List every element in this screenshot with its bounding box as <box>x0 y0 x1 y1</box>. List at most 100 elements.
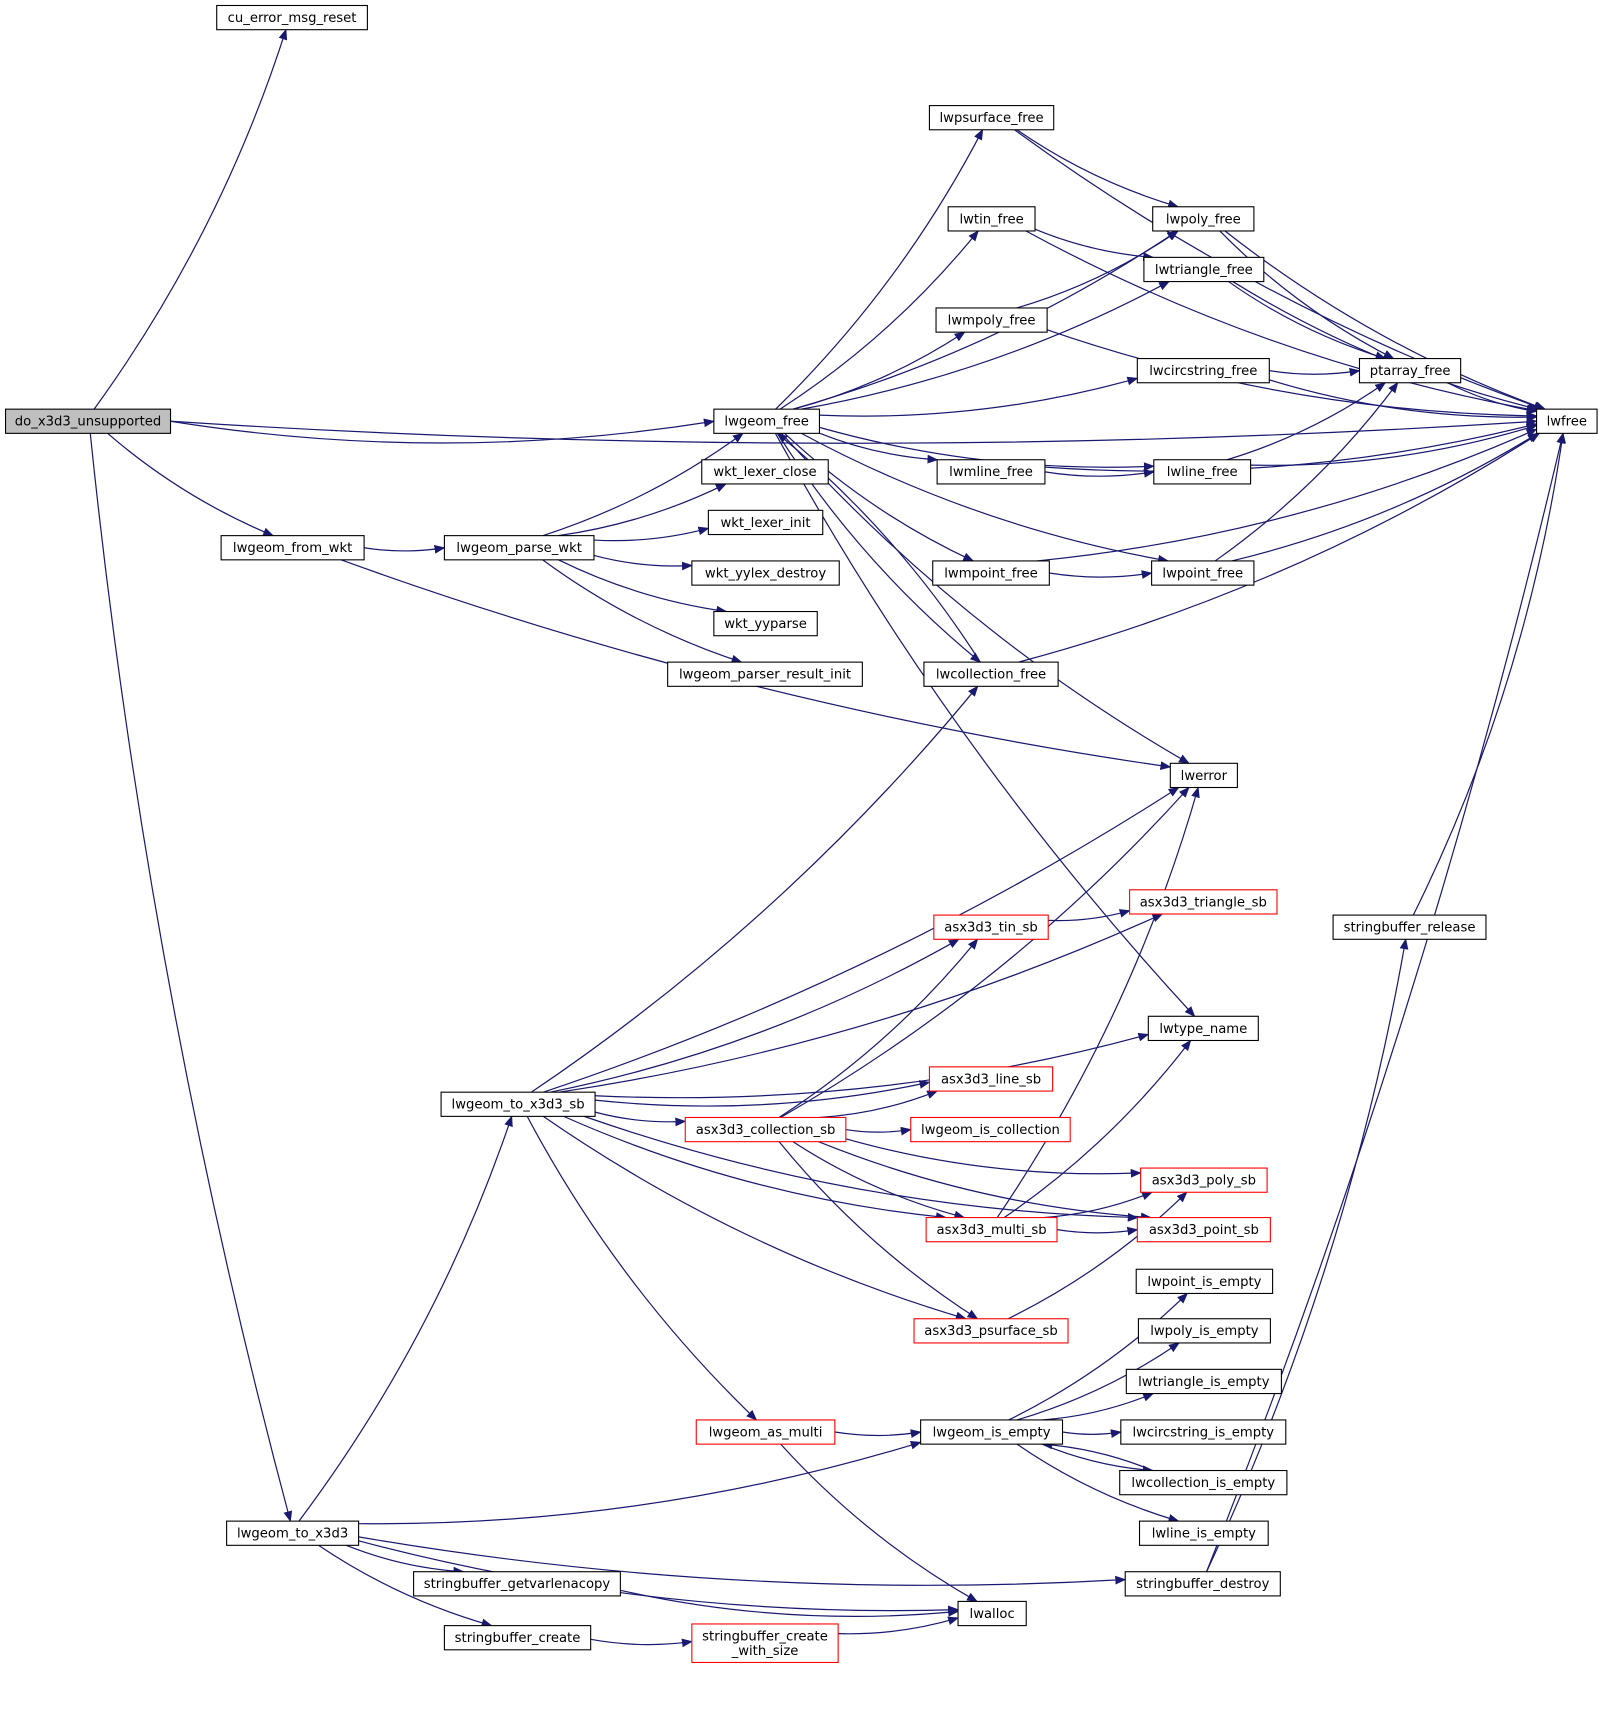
node-box <box>667 661 863 687</box>
node-lwpoint-free[interactable]: lwpoint_free <box>1151 560 1255 586</box>
node-lwcollection-is-empty[interactable]: lwcollection_is_empty <box>1119 1469 1288 1496</box>
node-lwline-free[interactable]: lwline_free <box>1153 459 1252 485</box>
node-box <box>928 105 1055 131</box>
node-stringbuffer-release[interactable]: stringbuffer_release <box>1332 914 1487 940</box>
node-label: lwgeom_to_x3d3_sb <box>452 1098 585 1113</box>
node-label: lwmpoly_free <box>948 313 1036 328</box>
node-lwcollection-free[interactable]: lwcollection_free <box>923 661 1059 687</box>
node-asx3d3-point-sb[interactable]: asx3d3_point_sb <box>1136 1217 1271 1243</box>
node-asx3d3-tin-sb[interactable]: asx3d3_tin_sb <box>933 914 1049 940</box>
edge-lwgeom-to-x3d3-to-stringbuffer-destroy <box>358 1536 1127 1586</box>
node-asx3d3-multi-sb[interactable]: asx3d3_multi_sb <box>925 1217 1058 1243</box>
node-lwfree[interactable]: lwfree <box>1536 408 1598 434</box>
edge-lwgeom-parse-wkt-to-wkt-lexer-init <box>593 526 710 542</box>
node-stringbuffer-destroy[interactable]: stringbuffer_destroy <box>1124 1571 1281 1597</box>
node-label: wkt_lexer_init <box>720 516 810 531</box>
node-box <box>691 1623 839 1664</box>
node-lwgeom-to-x3d3[interactable]: lwgeom_to_x3d3 <box>226 1520 360 1546</box>
node-label: stringbuffer_create <box>455 1631 581 1646</box>
node-stringbuffer-create-with-size[interactable]: stringbuffer_create_with_size <box>691 1623 839 1664</box>
edge-lwgeom-as-multi-to-lwalloc <box>780 1443 978 1602</box>
node-stringbuffer-getvarlenacopy[interactable]: stringbuffer_getvarlenacopy <box>413 1571 621 1597</box>
node-lwpsurface-free[interactable]: lwpsurface_free <box>928 105 1055 131</box>
node-lwmpoint-free[interactable]: lwmpoint_free <box>932 560 1050 586</box>
edge-lwgeom-as-multi-to-lwgeom-is-empty <box>834 1429 922 1438</box>
node-lwgeom-is-empty[interactable]: lwgeom_is_empty <box>920 1419 1064 1445</box>
node-lwtype-name[interactable]: lwtype_name <box>1147 1015 1259 1042</box>
edge-lwgeom-free-to-lwpsurface-free <box>775 128 984 410</box>
edge-lwpoly-free-to-ptarray-free <box>1219 230 1395 360</box>
edge-lwgeom-parse-wkt-to-wkt-yyparse <box>558 559 728 615</box>
edge-stringbuffer-release-to-lwfree <box>1412 432 1566 916</box>
node-label: wkt_yyparse <box>724 617 807 632</box>
node-box <box>1120 1419 1287 1445</box>
node-asx3d3-triangle-sb[interactable]: asx3d3_triangle_sb <box>1129 889 1278 915</box>
edge-asx3d3-collection-sb-to-asx3d3-point-sb <box>818 1141 1152 1222</box>
node-lwgeom-parser-result-init[interactable]: lwgeom_parser_result_init <box>667 661 863 687</box>
node-lwpoly-is-empty[interactable]: lwpoly_is_empty <box>1137 1318 1271 1344</box>
edge-do-x3d3-unsupported-to-lwfree <box>170 417 1538 444</box>
node-lwgeom-free[interactable]: lwgeom_free <box>713 408 820 434</box>
node-lwgeom-is-collection[interactable]: lwgeom_is_collection <box>910 1116 1071 1143</box>
node-ptarray-free[interactable]: ptarray_free <box>1358 358 1462 384</box>
node-label: lwpsurface_free <box>940 111 1044 126</box>
node-lwgeom-parse-wkt[interactable]: lwgeom_parse_wkt <box>443 535 595 561</box>
node-label: lwcollection_is_empty <box>1131 1476 1275 1491</box>
node-box <box>226 1520 360 1546</box>
node-lwtriangle-is-empty[interactable]: lwtriangle_is_empty <box>1125 1368 1282 1395</box>
edge-lwgeom-to-x3d3-to-lwgeom-is-empty <box>358 1441 922 1525</box>
node-box <box>1140 1167 1268 1193</box>
node-asx3d3-line-sb[interactable]: asx3d3_line_sb <box>928 1066 1054 1092</box>
node-label: lwcircstring_is_empty <box>1132 1425 1274 1440</box>
edge-lwgeom-from-wkt-to-lwgeom-parse-wkt <box>364 544 446 554</box>
node-lwtriangle-free[interactable]: lwtriangle_free <box>1143 256 1265 283</box>
edge-asx3d3-psurface-sb-to-asx3d3-poly-sb <box>1007 1191 1188 1320</box>
node-stringbuffer-create[interactable]: stringbuffer_create <box>443 1625 592 1651</box>
node-lwline-is-empty[interactable]: lwline_is_empty <box>1138 1520 1269 1546</box>
node-label: wkt_lexer_close <box>713 465 816 480</box>
edge-lwgeom-to-x3d3-sb-to-asx3d3-tin-sb <box>550 938 960 1093</box>
node-box <box>947 206 1036 232</box>
node-box <box>701 459 829 485</box>
edge-stringbuffer-create-with-size-to-lwalloc <box>838 1616 960 1635</box>
edge-lwtriangle-free-to-lwfree <box>1232 281 1539 412</box>
node-asx3d3-psurface-sb[interactable]: asx3d3_psurface_sb <box>913 1318 1069 1344</box>
node-do-x3d3-unsupported[interactable]: do_x3d3_unsupported <box>4 408 172 434</box>
node-asx3d3-poly-sb[interactable]: asx3d3_poly_sb <box>1140 1167 1268 1193</box>
node-wkt-yyparse[interactable]: wkt_yyparse <box>713 610 818 637</box>
edge-lwmline-free-to-lwfree <box>1044 422 1538 472</box>
edge-lwcollection-free-to-lwfree <box>1018 432 1541 663</box>
edge-lwgeom-free-to-lwmpoly-free <box>793 331 966 410</box>
node-lwerror[interactable]: lwerror <box>1169 762 1238 789</box>
edge-lwtin-free-to-lwtriangle-free <box>1034 228 1155 262</box>
node-label: lwline_free <box>1167 465 1238 480</box>
node-wkt-lexer-init[interactable]: wkt_lexer_init <box>707 509 824 536</box>
node-lwgeom-as-multi[interactable]: lwgeom_as_multi <box>695 1419 836 1445</box>
node-asx3d3-collection-sb[interactable]: asx3d3_collection_sb <box>684 1116 847 1143</box>
node-label: lwtype_name <box>1159 1022 1247 1037</box>
edge-lwgeom-free-to-lwtype-name <box>774 433 1196 1018</box>
node-lwmline-free[interactable]: lwmline_free <box>936 459 1046 485</box>
node-lwpoly-free[interactable]: lwpoly_free <box>1152 206 1255 232</box>
edge-lwgeom-parse-wkt-to-wkt-yylex-destroy <box>593 554 693 571</box>
node-box <box>691 560 840 586</box>
node-lwcircstring-free[interactable]: lwcircstring_free <box>1136 358 1270 384</box>
node-lwcircstring-is-empty[interactable]: lwcircstring_is_empty <box>1120 1419 1287 1445</box>
node-label: asx3d3_line_sb <box>941 1072 1041 1087</box>
node-wkt-yylex-destroy[interactable]: wkt_yylex_destroy <box>691 560 840 586</box>
node-cu-error-msg-reset[interactable]: cu_error_msg_reset <box>216 4 368 31</box>
node-wkt-lexer-close[interactable]: wkt_lexer_close <box>701 459 829 485</box>
node-box <box>440 1091 596 1117</box>
node-lwmpoly-free[interactable]: lwmpoly_free <box>935 307 1048 333</box>
edge-lwpsurface-free-to-lwpoly-free <box>1016 129 1180 209</box>
node-box <box>413 1571 621 1597</box>
edge-lwpoint-free-to-lwfree <box>1231 432 1539 562</box>
node-lwalloc[interactable]: lwalloc <box>957 1600 1027 1627</box>
node-lwtin-free[interactable]: lwtin_free <box>947 206 1036 232</box>
edge-lwgeom-free-to-lwcircstring-free <box>819 376 1139 417</box>
edge-asx3d3-tin-sb-to-asx3d3-triangle-sb <box>1048 909 1131 922</box>
node-lwgeom-to-x3d3-sb[interactable]: lwgeom_to_x3d3_sb <box>440 1091 596 1117</box>
node-lwgeom-from-wkt[interactable]: lwgeom_from_wkt <box>220 535 365 561</box>
node-box <box>1152 206 1255 232</box>
node-lwpoint-is-empty[interactable]: lwpoint_is_empty <box>1135 1268 1274 1295</box>
